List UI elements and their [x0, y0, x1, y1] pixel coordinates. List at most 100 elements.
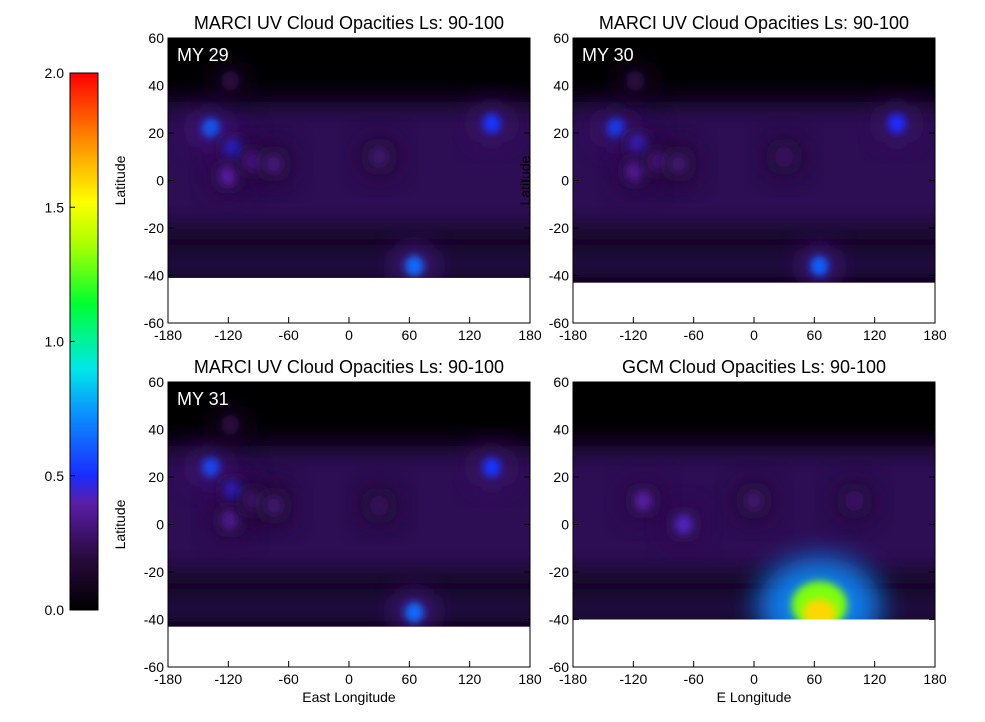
- x-tick-label: -180: [154, 671, 182, 687]
- haze-band-south: [573, 251, 935, 278]
- y-tick-label: -40: [144, 612, 164, 628]
- y-tick-label: -20: [144, 564, 164, 580]
- panels: -180 -120 -60 0 60 120 180 60 40 20 0 -20 -40 -60 MARC…: [112, 13, 947, 705]
- cloud-feature-core: [221, 509, 240, 530]
- cloud-feature: [210, 404, 251, 445]
- cloud-feature-core: [405, 256, 424, 276]
- cloud-feature-core: [775, 146, 794, 167]
- y-axis-label: Latitude: [112, 155, 128, 205]
- cloud-feature: [734, 480, 774, 521]
- x-axis-label: E Longitude: [717, 689, 792, 705]
- y-tick-label: 60: [553, 30, 569, 46]
- x-tick-label: 0: [345, 327, 353, 343]
- haze-band-south: [168, 595, 530, 622]
- x-tick-label: -120: [214, 327, 242, 343]
- x-tick-label: -60: [684, 671, 704, 687]
- cloud-feature-core: [370, 146, 389, 167]
- cloud-feature: [253, 485, 294, 526]
- x-tick-label: 0: [750, 671, 758, 687]
- x-tick-label: 60: [807, 327, 823, 343]
- y-tick-label: -60: [144, 659, 164, 675]
- y-tick-label: 40: [553, 422, 569, 438]
- colorbar-tick-label: 0.5: [45, 468, 65, 484]
- x-tick-label: 0: [750, 327, 758, 343]
- cloud-feature: [757, 557, 881, 620]
- cloud-feature-core: [264, 153, 283, 174]
- y-tick-label: 20: [148, 469, 164, 485]
- cloud-feature: [623, 480, 664, 521]
- y-axis-label: Latitude: [517, 155, 533, 205]
- y-tick-label: 0: [156, 517, 164, 533]
- y-tick-label: 0: [561, 173, 569, 189]
- martian-year-label: MY 31: [177, 389, 229, 409]
- cloud-feature-core: [370, 495, 389, 516]
- colorbar-tick-label: 1.5: [45, 199, 65, 215]
- opacity-field: [168, 38, 530, 278]
- y-tick-label: 60: [148, 30, 164, 46]
- cloud-feature: [210, 60, 251, 101]
- x-tick-label: -180: [154, 327, 182, 343]
- martian-year-label: MY 29: [177, 45, 229, 65]
- x-tick-label: 0: [345, 671, 353, 687]
- y-tick-label: 40: [553, 78, 569, 94]
- cloud-feature-core: [845, 490, 864, 511]
- x-tick-label: -60: [279, 327, 299, 343]
- cloud-feature-core: [405, 602, 424, 623]
- colorbar-ticks: 0.0 0.5 1.0 1.5 2.0: [45, 65, 75, 618]
- x-tick-label: 180: [518, 671, 542, 687]
- cloud-feature-core: [745, 490, 763, 511]
- x-tick-label: -180: [559, 671, 587, 687]
- colorbar-tick-label: 2.0: [45, 65, 65, 81]
- panel-3: -180 -120 -60 0 60 120 180 60 40 20 0 -20 -40 -60 MARC…: [112, 357, 542, 705]
- cloud-feature: [253, 143, 294, 184]
- cloud-feature-core: [264, 495, 283, 516]
- cloud-feature: [615, 60, 656, 101]
- x-tick-label: -120: [214, 671, 242, 687]
- x-tick-label: 120: [863, 327, 887, 343]
- cloud-feature: [394, 592, 435, 627]
- y-tick-label: -60: [549, 659, 569, 675]
- cloud-feature: [471, 447, 512, 488]
- cloud-feature-core: [634, 490, 653, 511]
- x-tick-label: -60: [279, 671, 299, 687]
- colorbar-tick-label: 1.0: [45, 334, 65, 350]
- cloud-feature: [663, 504, 704, 545]
- y-tick-label: -40: [144, 268, 164, 284]
- cloud-feature: [799, 246, 840, 283]
- x-tick-label: 120: [863, 671, 887, 687]
- cloud-feature-core: [221, 70, 240, 91]
- cloud-feature-core: [607, 118, 626, 139]
- cloud-feature: [658, 143, 699, 184]
- panel-4: -180 -120 -60 0 60 120 180 60 40 20 0 -20 -40 -60 GCM …: [549, 357, 947, 705]
- panel-title: GCM Cloud Opacities Ls: 90-100: [622, 357, 886, 377]
- cloud-feature-core: [887, 113, 906, 134]
- x-tick-label: 180: [923, 671, 947, 687]
- y-axis-label: Latitude: [112, 499, 128, 549]
- x-tick-label: -180: [559, 327, 587, 343]
- y-tick-label: 20: [553, 125, 569, 141]
- x-tick-label: -120: [619, 327, 647, 343]
- cloud-feature-core: [482, 113, 501, 134]
- cloud-feature: [359, 485, 399, 526]
- cloud-feature: [834, 480, 875, 521]
- y-tick-label: -20: [549, 220, 569, 236]
- y-tick-label: 60: [148, 374, 164, 390]
- cloud-feature-core: [674, 514, 693, 535]
- opacity-field: [573, 382, 935, 620]
- cloud-feature-core: [482, 457, 501, 478]
- panel-title: MARCI UV Cloud Opacities Ls: 90-100: [599, 13, 909, 33]
- cloud-feature-core: [626, 70, 645, 91]
- y-tick-label: 40: [148, 78, 164, 94]
- opacity-field: [573, 38, 935, 283]
- x-tick-label: -120: [619, 671, 647, 687]
- cloud-feature: [876, 103, 917, 144]
- cloud-feature-core: [219, 165, 238, 186]
- y-tick-label: 60: [553, 374, 569, 390]
- cloud-feature: [764, 136, 804, 177]
- panel-title: MARCI UV Cloud Opacities Ls: 90-100: [194, 357, 504, 377]
- x-tick-label: 120: [458, 327, 482, 343]
- y-tick-label: -20: [549, 564, 569, 580]
- panel-1: -180 -120 -60 0 60 120 180 60 40 20 0 -20 -40 -60 MARC…: [112, 13, 542, 343]
- haze-band: [168, 446, 530, 622]
